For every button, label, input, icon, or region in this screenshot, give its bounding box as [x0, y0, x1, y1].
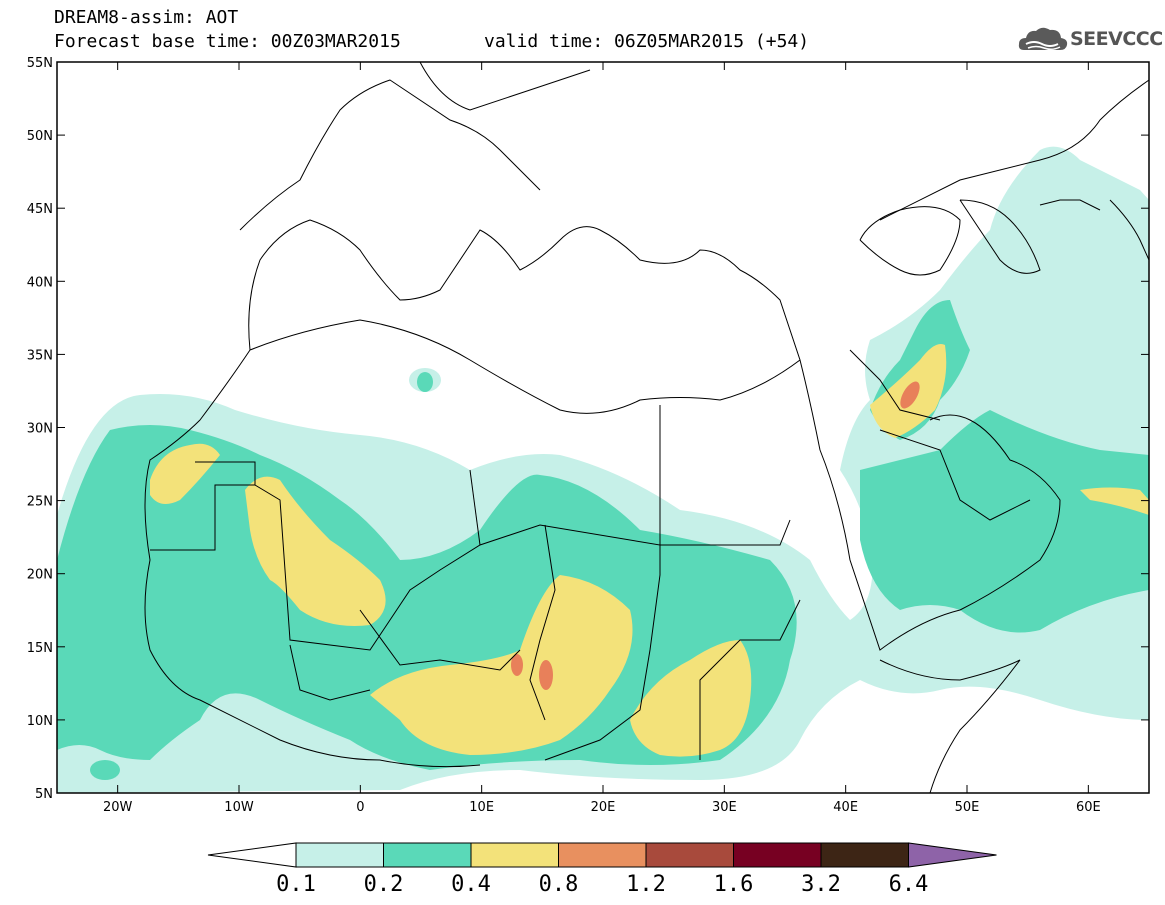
latitude-axis: 55N 50N 45N 40N 35N 30N 25N 20N 15N 10N 5N [27, 56, 1149, 802]
longitude-axis: 20W 10W 0 10E 20E 30E 40E 50E 60E [103, 62, 1101, 815]
colorbar-label: 1.2 [626, 872, 666, 897]
country-borders [150, 199, 1101, 761]
lon-label: 20W [103, 800, 133, 815]
lat-label: 10N [27, 714, 53, 729]
colorbar-label: 0.1 [276, 872, 316, 897]
lon-label: 0 [356, 800, 364, 815]
aot-band-0.4 [150, 344, 1149, 757]
colorbar-label: 0.8 [538, 872, 579, 897]
lon-label: 10E [469, 800, 494, 815]
valid-time: valid time: 06Z05MAR2015 (+54) [484, 31, 810, 52]
lat-label: 50N [27, 129, 53, 144]
colorbar-label: 3.2 [801, 872, 841, 897]
lat-label: 30N [27, 422, 53, 437]
map-title: DREAM8-assim: AOT [54, 7, 239, 28]
lat-label: 35N [27, 348, 53, 363]
colorbar-label: 0.4 [451, 872, 491, 897]
lon-label: 20E [591, 800, 616, 815]
lat-label: 40N [27, 275, 53, 290]
forecast-base-time: Forecast base time: 00Z03MAR2015 [54, 31, 401, 52]
lat-label: 55N [27, 56, 53, 71]
logo-text: SEEVCCC [1070, 28, 1163, 50]
aot-band-0.8 [511, 381, 920, 690]
lat-label: 25N [27, 495, 53, 510]
aot-contours [57, 146, 1149, 793]
coastlines [144, 62, 1149, 793]
lat-label: 20N [27, 568, 53, 583]
cloud-icon [1018, 27, 1068, 51]
lat-label: 45N [27, 202, 53, 217]
lat-label: 5N [35, 787, 53, 802]
lon-label: 40E [833, 800, 858, 815]
lon-label: 60E [1076, 800, 1101, 815]
colorbar-label: 1.6 [713, 872, 754, 897]
colorbar-label: 0.2 [363, 872, 404, 897]
lon-label: 30E [712, 800, 737, 815]
lat-label: 15N [27, 641, 53, 656]
seevccc-logo: SEEVCCC [1016, 22, 1163, 58]
colorbar-label: 6.4 [888, 872, 929, 897]
lon-label: 50E [955, 800, 980, 815]
lon-label: 10W [224, 800, 254, 815]
